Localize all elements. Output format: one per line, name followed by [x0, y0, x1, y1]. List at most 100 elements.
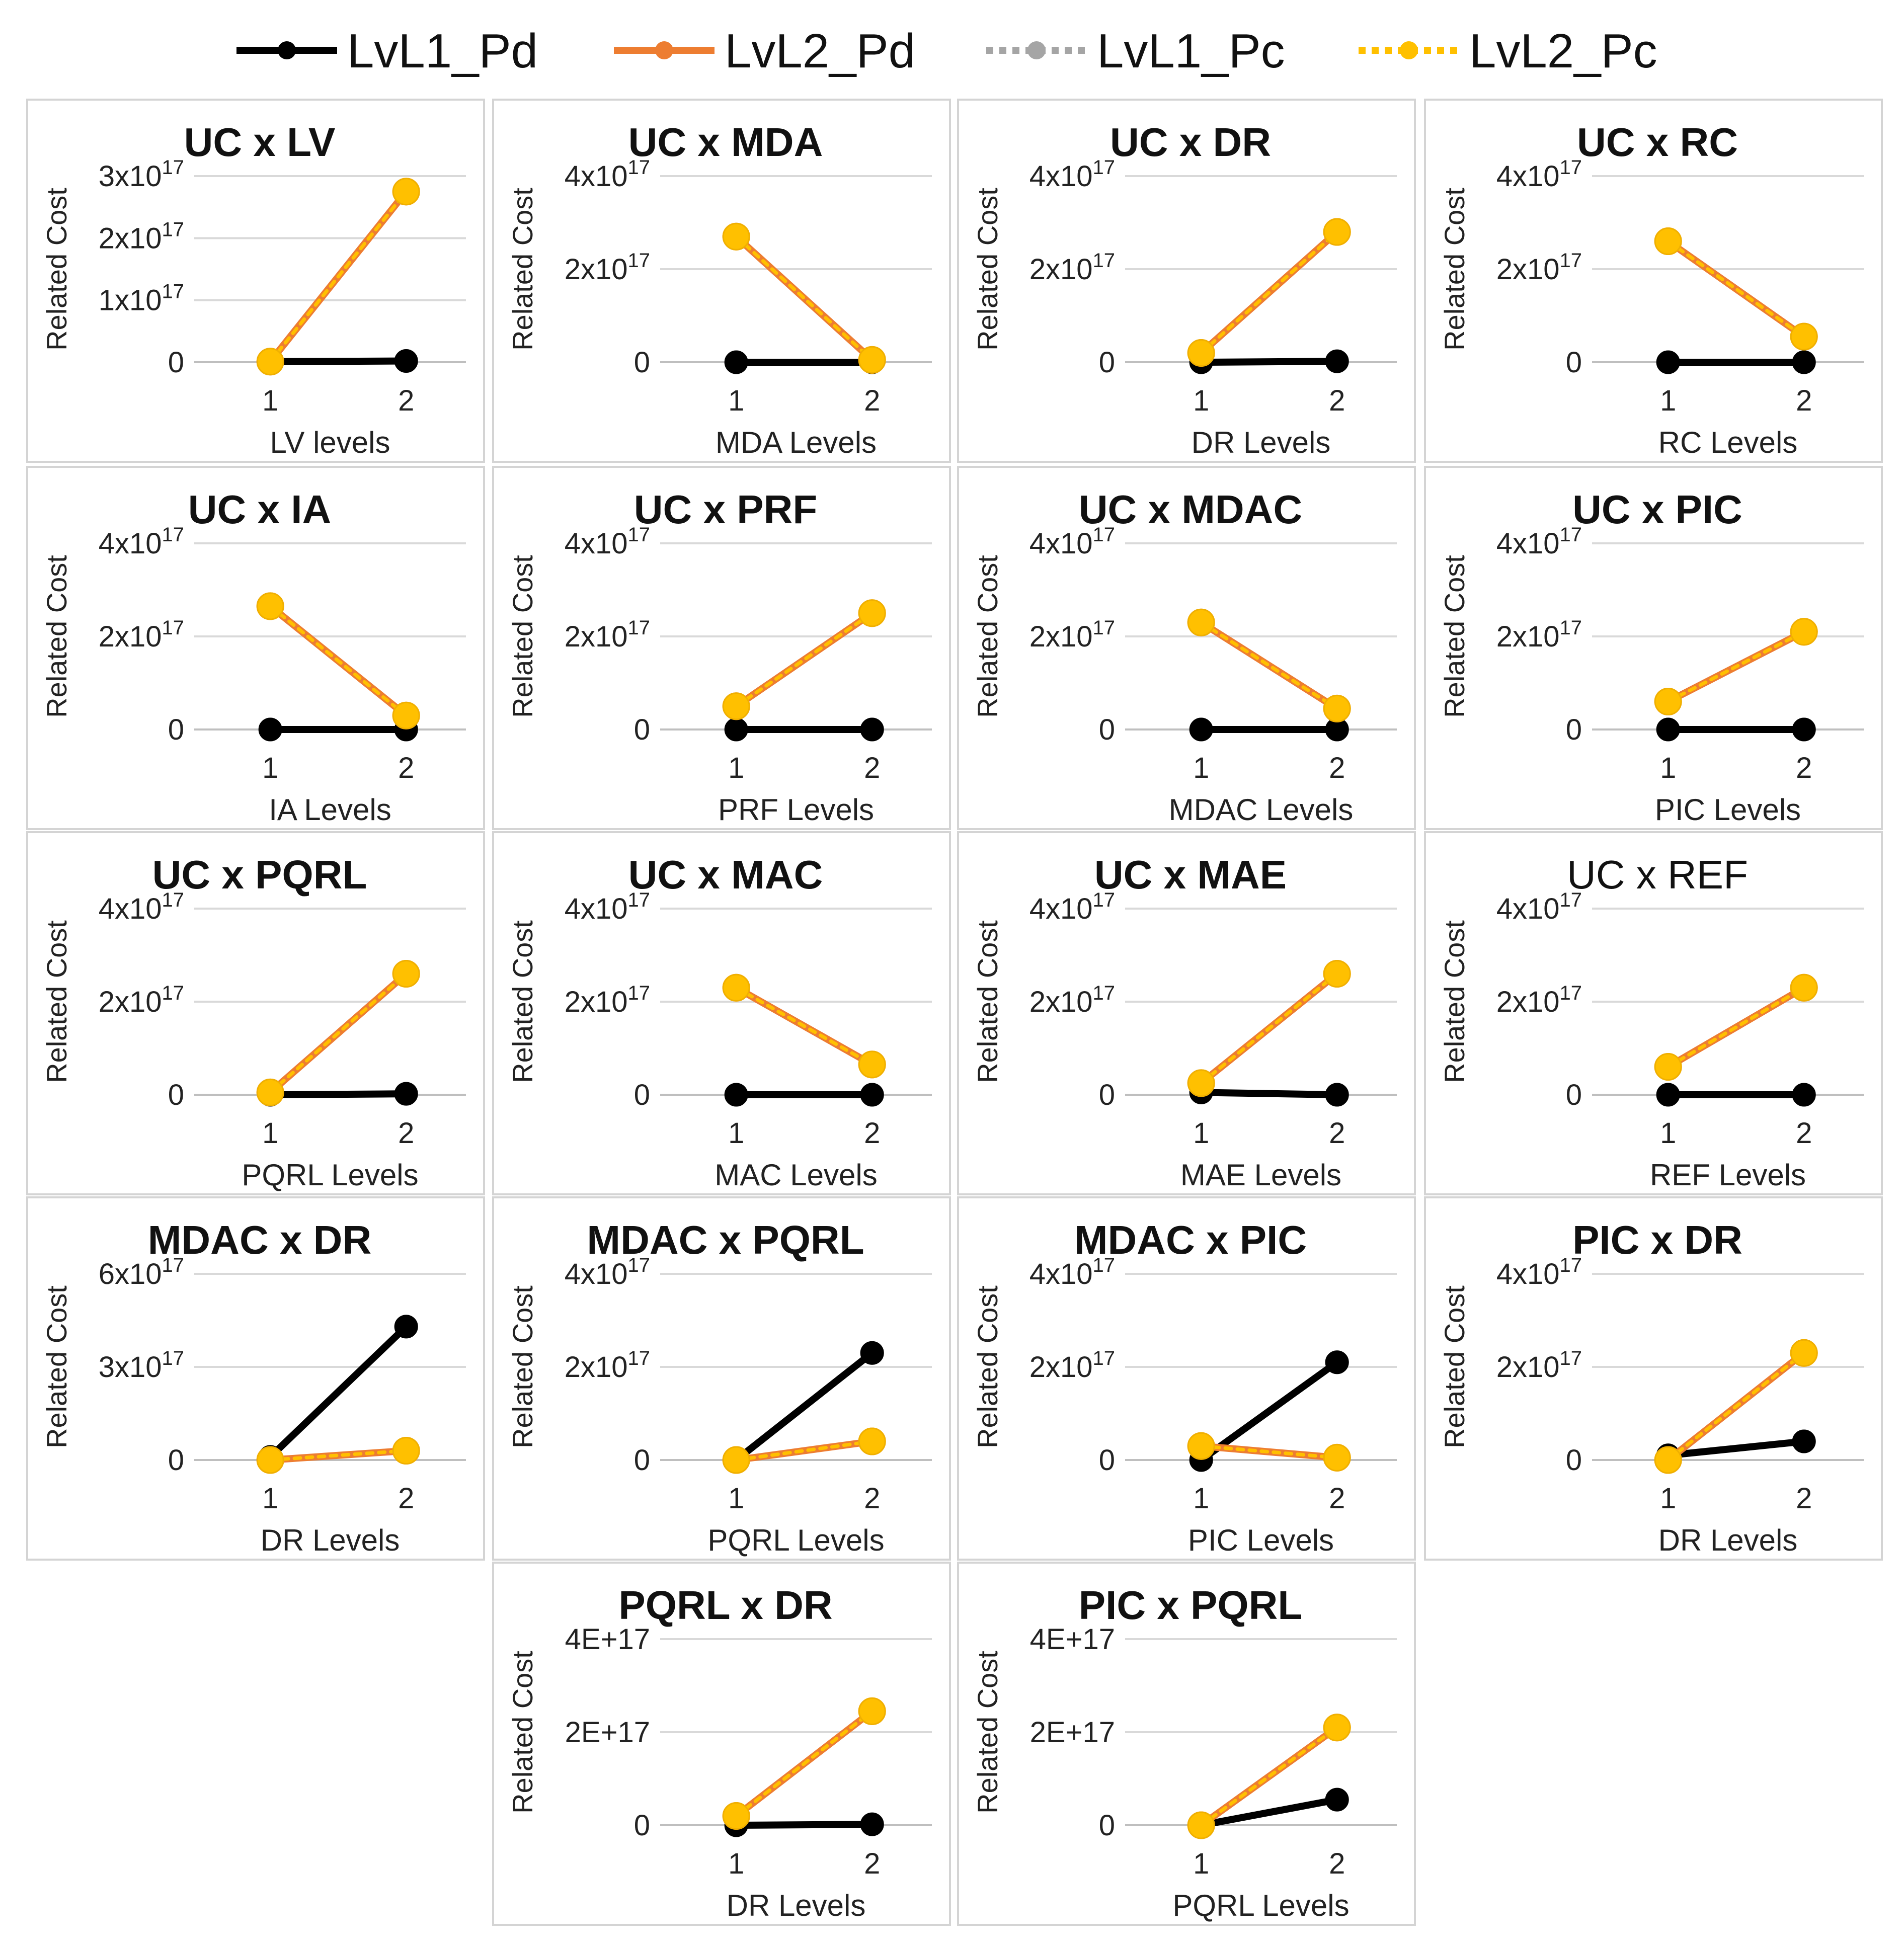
- point-lvl2_pc-2: [1323, 218, 1351, 246]
- chart-svg-uc-x-ref: UC x REF Related Cost 0 2x1017 4x1017 1 2 REF L…: [1439, 852, 1864, 1192]
- x-axis-label: DR Levels: [1658, 1523, 1798, 1557]
- y-tick-label: 0: [168, 1079, 184, 1111]
- legend-label-lvl1_pd: LvL1_Pd: [347, 24, 538, 78]
- series-line-lvl2_pc: [268, 190, 408, 364]
- y-axis-label: Related Cost: [1439, 188, 1470, 351]
- y-tick-label: 2x1017: [1029, 982, 1115, 1018]
- y-tick-label: 2x1017: [1029, 617, 1115, 653]
- x-axis-label: RC Levels: [1658, 426, 1798, 459]
- point-lvl1_pd-1: [1656, 350, 1680, 374]
- point-lvl2_pc-2: [392, 701, 420, 729]
- chart-title: UC x MDAC: [1079, 487, 1302, 532]
- y-axis-label: Related Cost: [972, 188, 1003, 351]
- series-line-lvl2_pc: [734, 234, 874, 362]
- point-lvl1_pd-2: [1792, 717, 1816, 742]
- x-axis-label: MAE Levels: [1180, 1158, 1341, 1192]
- x-tick-label: 2: [1329, 1117, 1345, 1150]
- series-line-lvl1_pd: [1198, 1089, 1341, 1098]
- y-axis-label: Related Cost: [507, 920, 538, 1083]
- x-tick-label: 1: [1660, 1482, 1676, 1515]
- y-tick-label: 0: [634, 1809, 650, 1842]
- chart-svg-uc-x-mae: UC x MAE Related Cost 0 2x1017 4x1017 1 2 MAE L…: [972, 852, 1397, 1192]
- point-lvl1_pd-2: [860, 717, 884, 742]
- point-lvl1_pd-2: [1325, 1788, 1349, 1812]
- series-line-lvl2_pc: [1666, 630, 1806, 703]
- legend-label-lvl2_pc: LvL2_Pc: [1469, 24, 1657, 78]
- y-axis-label: Related Cost: [507, 1285, 538, 1448]
- y-axis-label: Related Cost: [1439, 555, 1470, 718]
- point-lvl1_pd-2: [1792, 350, 1816, 374]
- y-tick-label: 2x1017: [565, 250, 650, 286]
- point-lvl1_pd-2: [394, 1315, 418, 1339]
- y-axis-label: Related Cost: [507, 188, 538, 351]
- y-tick-label: 0: [1099, 346, 1115, 379]
- x-tick-label: 1: [728, 1117, 744, 1150]
- x-tick-label: 1: [1193, 752, 1209, 784]
- point-lvl1_pd-1: [1189, 717, 1213, 742]
- y-axis-label: Related Cost: [41, 1285, 72, 1448]
- chart-legend: LvL1_Pd LvL2_Pd LvL1_Pc LvL2_Pc: [236, 24, 1657, 78]
- series-line-lvl2_pc: [1199, 1726, 1339, 1827]
- y-axis-label: Related Cost: [1439, 920, 1470, 1083]
- y-tick-label: 1x1017: [99, 281, 184, 317]
- x-tick-label: 1: [1193, 384, 1209, 417]
- x-tick-label: 1: [262, 1117, 278, 1150]
- point-lvl2_pc-1: [256, 1078, 284, 1106]
- chart-svg-uc-x-pic: UC x PIC Related Cost 0 2x1017 4x1017 1 2 PIC L…: [1439, 487, 1864, 827]
- y-tick-label: 2E+17: [1030, 1716, 1115, 1749]
- series-line-lvl2_pc: [1199, 1444, 1339, 1459]
- chart-title: UC x RC: [1577, 120, 1738, 165]
- y-tick-label: 0: [1566, 1079, 1582, 1111]
- point-lvl2_pc-2: [858, 1050, 886, 1079]
- point-lvl2_pc-2: [858, 1697, 886, 1725]
- chart-svg-uc-x-lv: UC x LV Related Cost 0 1x1017 2x1017 3x1017 1 2…: [41, 120, 466, 459]
- x-tick-label: 1: [262, 384, 278, 417]
- point-lvl2_pc-1: [256, 1446, 284, 1474]
- y-tick-label: 2E+17: [565, 1716, 650, 1749]
- chart-svg-pqrl-x-dr: PQRL x DR Related Cost 0 2E+17 4E+17 1 2 DR Lev…: [507, 1583, 932, 1922]
- series-line-lvl1_pd: [1198, 1358, 1341, 1464]
- series-line-lvl1_pd: [1198, 1796, 1341, 1829]
- x-axis-label: PRF Levels: [718, 793, 874, 827]
- point-lvl2_pc-1: [1654, 688, 1682, 715]
- chart-panel-uc-x-mdac: UC x MDAC Related Cost 0 2x1017 4x1017 1 2 MDAC…: [957, 466, 1416, 830]
- legend-entry-lvl1_pc: LvL1_Pc: [986, 24, 1285, 78]
- y-tick-label: 4E+17: [1030, 1623, 1115, 1656]
- y-tick-label: 0: [1099, 1444, 1115, 1477]
- point-lvl1_pd-1: [1656, 1083, 1680, 1107]
- point-lvl2_pc-1: [1187, 1811, 1215, 1839]
- point-lvl1_pd-2: [1325, 1083, 1349, 1107]
- x-tick-label: 2: [864, 1482, 880, 1515]
- chart-title: UC x REF: [1567, 852, 1748, 897]
- point-lvl2_pc-1: [722, 222, 750, 251]
- y-axis-label: Related Cost: [972, 555, 1003, 718]
- point-lvl2_pc-2: [1790, 618, 1818, 646]
- chart-svg-uc-x-prf: UC x PRF Related Cost 0 2x1017 4x1017 1 2 PRF L…: [507, 487, 932, 827]
- y-tick-label: 6x1017: [99, 1254, 184, 1290]
- x-axis-label: REF Levels: [1650, 1158, 1806, 1192]
- point-lvl2_pc-1: [1187, 608, 1215, 636]
- legend-label-lvl1_pc: LvL1_Pc: [1097, 24, 1285, 78]
- x-tick-label: 1: [1193, 1482, 1209, 1515]
- chart-title: UC x PRF: [634, 487, 818, 532]
- series-line-lvl2_pc: [1199, 972, 1339, 1085]
- x-tick-label: 2: [1796, 384, 1812, 417]
- y-tick-label: 4x1017: [1496, 156, 1582, 193]
- series-line-lvl2_pc: [268, 604, 408, 717]
- chart-panel-uc-x-mac: UC x MAC Related Cost 0 2x1017 4x1017 1 2 MAC L…: [492, 831, 951, 1195]
- x-tick-label: 2: [1796, 1117, 1812, 1150]
- chart-svg-uc-x-mac: UC x MAC Related Cost 0 2x1017 4x1017 1 2 MAC L…: [507, 852, 932, 1192]
- point-lvl2_pc-1: [1654, 1053, 1682, 1081]
- chart-title: UC x MAC: [628, 852, 823, 897]
- x-tick-label: 2: [398, 1117, 414, 1150]
- chart-panel-uc-x-mda: UC x MDA Related Cost 0 2x1017 4x1017 1 2 MDA L…: [492, 99, 951, 463]
- chart-panel-mdac-x-pqrl: MDAC x PQRL Related Cost 0 2x1017 4x1017 1 2 PQ…: [492, 1196, 951, 1561]
- y-tick-label: 3x1017: [99, 1347, 184, 1384]
- series-line-lvl1_pd: [267, 1090, 410, 1098]
- point-lvl1_pd-2: [1792, 1429, 1816, 1453]
- point-lvl1_pd-2: [1792, 1083, 1816, 1107]
- chart-panel-mdac-x-pic: MDAC x PIC Related Cost 0 2x1017 4x1017 1 2 PIC…: [957, 1196, 1416, 1561]
- legend-marker-lvl1_pd: [278, 41, 296, 59]
- y-tick-label: 4x1017: [99, 524, 184, 560]
